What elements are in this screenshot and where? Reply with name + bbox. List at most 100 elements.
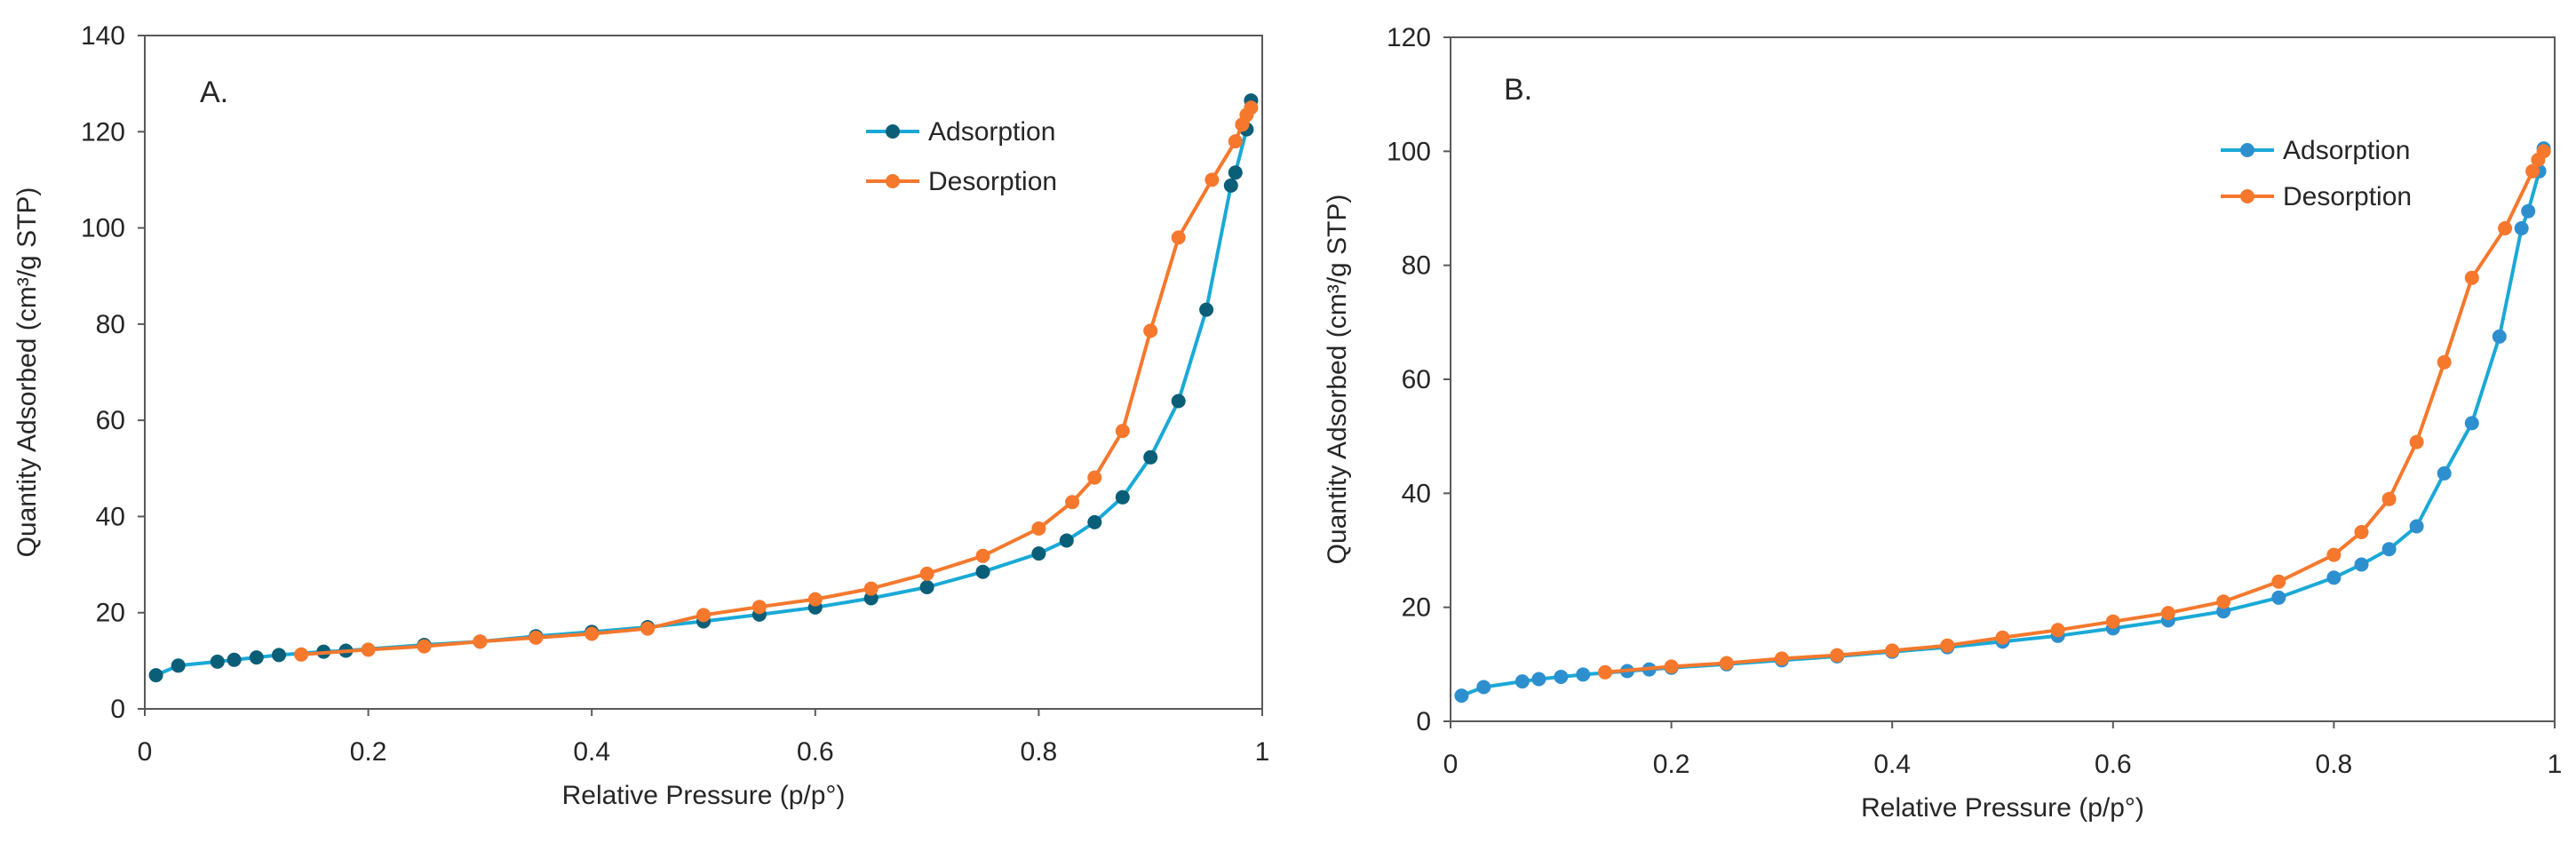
panel-label: B.	[1504, 73, 1532, 107]
data-point	[2326, 570, 2341, 585]
data-point	[2381, 542, 2397, 557]
data-point	[1830, 648, 1845, 663]
data-point	[1115, 489, 1130, 505]
data-point	[1059, 533, 1074, 548]
data-point	[417, 639, 432, 654]
data-point	[1171, 230, 1186, 245]
data-point	[1476, 680, 1491, 695]
data-point	[2464, 270, 2479, 285]
data-point	[2271, 574, 2286, 589]
data-point	[1205, 172, 1220, 187]
legend-label: Desorption	[2283, 182, 2412, 211]
data-point	[294, 647, 309, 662]
x-tick-label: 0.6	[797, 737, 834, 767]
data-point	[2160, 606, 2175, 621]
data-point	[1087, 470, 1102, 485]
data-point	[1199, 302, 1214, 317]
data-point	[1223, 178, 1238, 193]
data-point	[1664, 659, 1679, 674]
data-point	[2536, 144, 2551, 159]
series-line-desorption	[300, 107, 1253, 656]
data-point	[2464, 416, 2479, 431]
data-point	[863, 581, 879, 596]
data-point	[272, 648, 286, 663]
x-tick-label: 0.2	[350, 737, 387, 767]
data-point	[1995, 630, 2010, 645]
data-point	[1885, 643, 1900, 658]
legend-swatch-marker	[886, 174, 900, 188]
x-tick-label: 0.8	[2316, 750, 2353, 779]
data-point	[1087, 514, 1102, 529]
data-point	[1115, 424, 1130, 439]
data-point	[1143, 449, 1158, 465]
legend-label: Adsorption	[2283, 136, 2410, 165]
data-point	[2525, 163, 2540, 179]
data-point	[361, 642, 376, 657]
y-tick-label: 40	[96, 502, 125, 531]
series-desorption	[1598, 144, 2551, 680]
y-tick-label: 120	[81, 117, 125, 147]
x-tick-label: 1	[2548, 750, 2563, 779]
data-point	[584, 626, 600, 641]
data-point	[2105, 614, 2120, 629]
data-point	[1228, 165, 1243, 180]
data-point	[2271, 590, 2286, 605]
data-point	[1031, 546, 1046, 561]
x-axis-label: Relative Pressure (p/p°)	[562, 781, 846, 810]
data-point	[473, 634, 488, 649]
data-point	[1244, 100, 1259, 115]
data-point	[227, 652, 242, 667]
data-point	[696, 608, 711, 623]
data-point	[1228, 134, 1243, 149]
y-tick-label: 20	[1402, 593, 1431, 623]
y-tick-label: 80	[1402, 251, 1431, 281]
x-tick-label: 1	[1255, 737, 1270, 767]
data-point	[210, 654, 225, 669]
x-tick-label: 0	[138, 737, 153, 767]
data-point	[171, 658, 186, 673]
data-point	[1531, 672, 1546, 687]
x-tick-label: 0.6	[2095, 750, 2132, 779]
data-point	[1143, 323, 1158, 338]
data-point	[1774, 651, 1789, 666]
data-point	[249, 650, 264, 665]
x-tick-label: 0	[1443, 750, 1459, 779]
legend-label: Adsorption	[928, 117, 1055, 147]
y-tick-label: 80	[96, 310, 125, 339]
y-tick-label: 0	[110, 695, 125, 724]
data-point	[2354, 557, 2369, 572]
data-point	[1171, 394, 1186, 409]
y-tick-label: 60	[1402, 365, 1431, 394]
y-tick-label: 100	[81, 214, 125, 243]
chart-panel-a: 0 20 40 60 80 100 120 140 0 0.2 0.4 0.6 0.8 1 Relative…	[12, 21, 1269, 810]
data-point	[1515, 674, 1530, 689]
data-point	[919, 580, 934, 594]
data-point	[2521, 203, 2536, 219]
legend-label: Desorption	[928, 167, 1057, 196]
data-point	[1065, 495, 1080, 510]
y-tick-label: 60	[96, 406, 125, 435]
data-point	[2437, 465, 2452, 481]
data-point	[1454, 688, 1469, 704]
series-desorption	[294, 100, 1259, 662]
data-point	[1031, 521, 1046, 536]
data-point	[2498, 221, 2513, 235]
plot-frame	[144, 35, 1263, 710]
legend-swatch-marker	[2240, 143, 2254, 157]
y-tick-label: 100	[1387, 137, 1431, 166]
data-point	[640, 621, 656, 636]
data-point	[2409, 434, 2424, 449]
y-tick-label: 140	[81, 21, 125, 51]
data-point	[1554, 670, 1569, 684]
data-point	[2381, 491, 2397, 506]
data-point	[975, 564, 990, 579]
x-tick-label: 0.2	[1653, 750, 1690, 779]
panel-label: A.	[200, 76, 228, 109]
data-point	[2354, 525, 2369, 539]
y-axis-label: Quantity Adsorbed (cm³/g STP)	[12, 187, 42, 558]
data-point	[529, 630, 544, 645]
data-point	[1719, 656, 1734, 671]
y-tick-label: 0	[1416, 707, 1431, 736]
data-point	[148, 668, 163, 683]
